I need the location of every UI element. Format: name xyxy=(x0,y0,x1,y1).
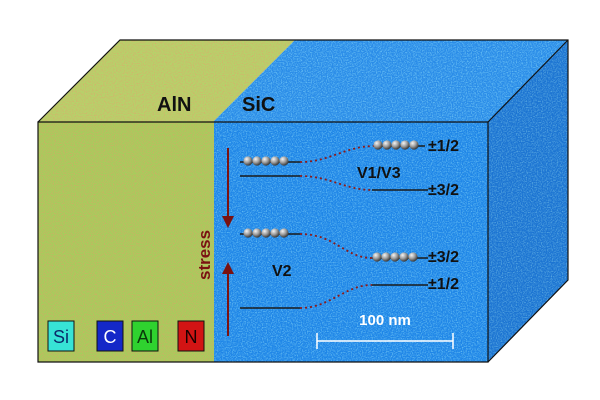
legend-item-al: Al xyxy=(131,320,159,352)
lower-right-atom-chain xyxy=(372,252,418,262)
legend-label-c: C xyxy=(104,327,117,347)
upper-dotted-bottom xyxy=(299,175,373,191)
stress-arrows: stress xyxy=(195,148,234,336)
stress-arrow-down-head xyxy=(222,216,234,228)
aln-label: AlN xyxy=(157,94,191,116)
element-legend: Si C Al N xyxy=(47,320,205,352)
upper-defect-label: V1/V3 xyxy=(357,165,401,182)
lower-defect-group: V2 ±3/2 ±1/2 xyxy=(240,228,459,309)
block-side-face xyxy=(488,40,568,362)
legend-item-n: N xyxy=(177,320,205,352)
legend-item-si: Si xyxy=(47,320,75,352)
legend-label-si: Si xyxy=(53,327,69,347)
legend-label-al: Al xyxy=(137,327,153,347)
stress-label: stress xyxy=(195,230,214,280)
lower-defect-label: V2 xyxy=(272,263,292,280)
upper-right-atom-chain xyxy=(373,140,419,150)
upper-left-atom-chain xyxy=(243,156,289,166)
lower-left-atom-chain xyxy=(243,228,289,238)
scale-bar: 100 nm xyxy=(316,312,454,349)
block-edges xyxy=(37,39,569,363)
legend-item-c: C xyxy=(96,320,124,352)
lower-bottom-spin-label: ±1/2 xyxy=(428,276,459,293)
block-top-face xyxy=(38,40,568,122)
lower-dotted-top xyxy=(299,233,373,259)
upper-bottom-spin-label: ±3/2 xyxy=(428,182,459,199)
scale-bar-label: 100 nm xyxy=(359,312,411,329)
legend-label-n: N xyxy=(185,327,198,347)
upper-defect-group: V1/V3 ±1/2 ±3/2 xyxy=(240,138,459,199)
stress-arrow-up-head xyxy=(222,262,234,274)
upper-top-spin-label: ±1/2 xyxy=(428,138,459,155)
sic-label: SiC xyxy=(242,94,275,116)
lower-top-spin-label: ±3/2 xyxy=(428,249,459,266)
